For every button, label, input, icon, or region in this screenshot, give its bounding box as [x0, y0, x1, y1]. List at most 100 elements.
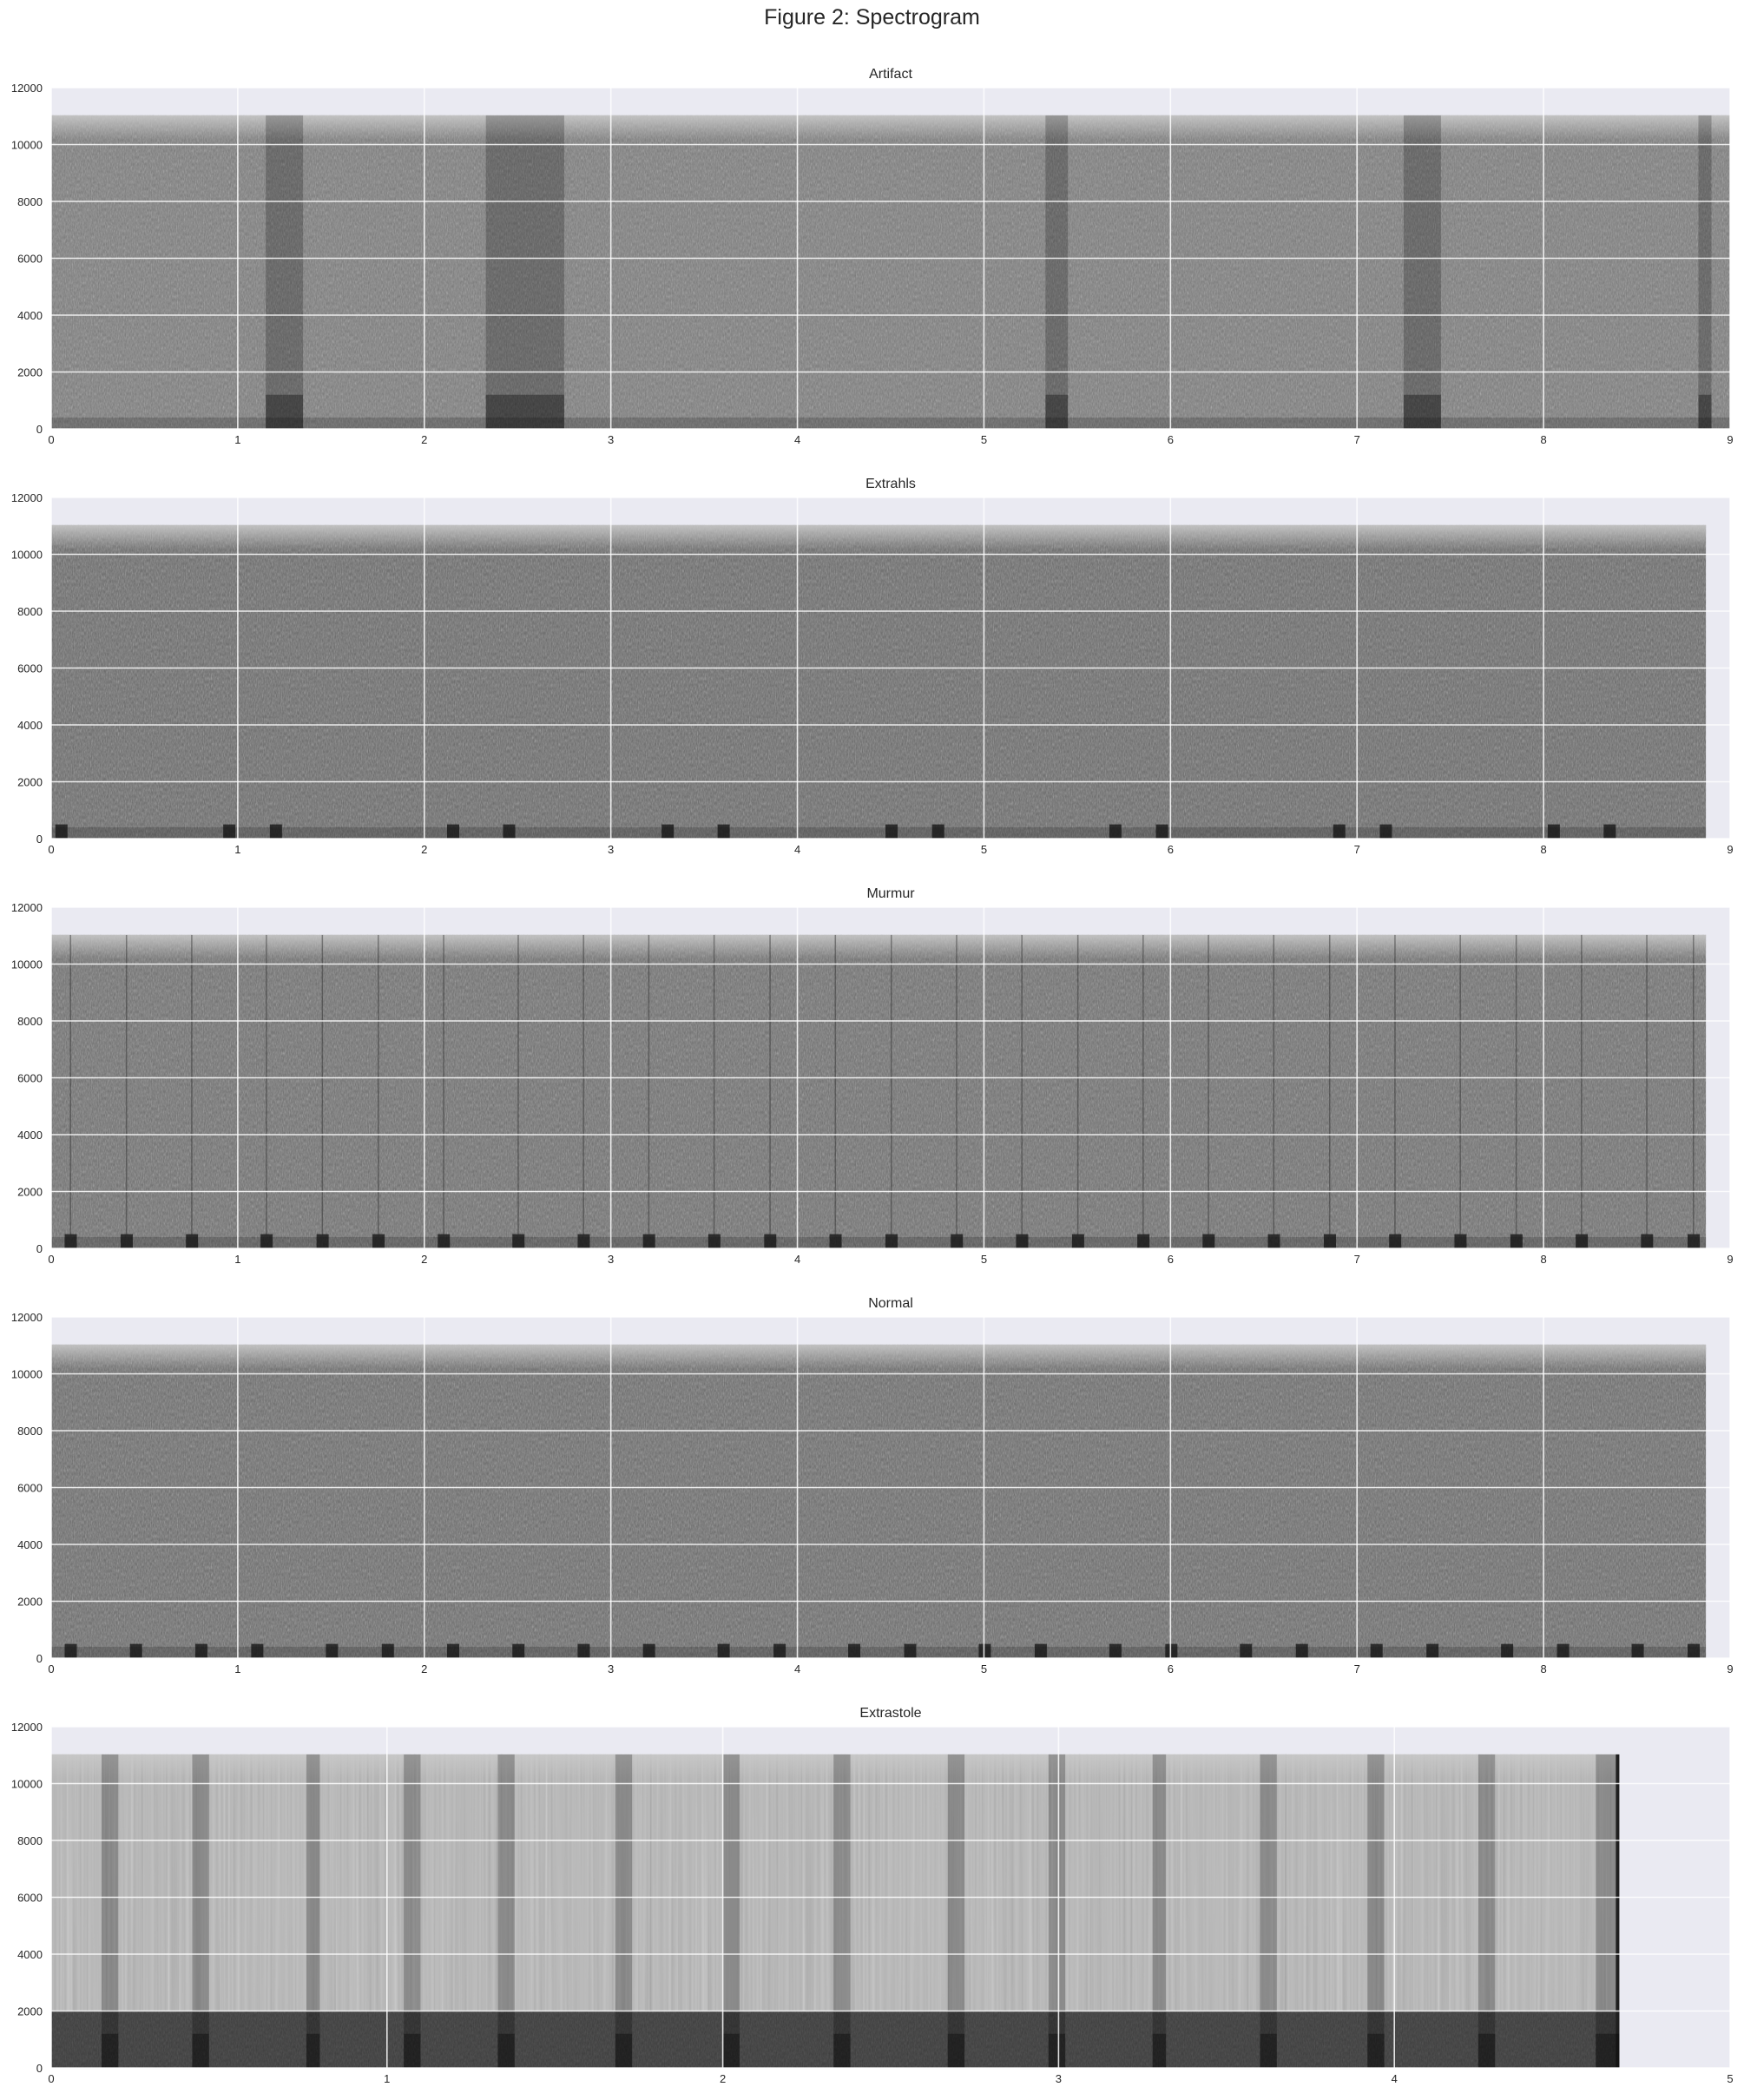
beat-stripe: [69, 934, 71, 1248]
x-tick-label: 2: [421, 843, 427, 856]
beat-mark: [1137, 1234, 1150, 1248]
x-tick-label: 6: [1168, 1253, 1174, 1266]
dark-band-low: [833, 2033, 851, 2068]
x-tick-label: 4: [1392, 2072, 1398, 2085]
y-tick-label: 8000: [17, 605, 43, 618]
spectrogram-top-fade: [51, 524, 1707, 550]
beat-stripe: [443, 934, 444, 1248]
beat-stripe: [1273, 934, 1275, 1248]
x-tick-label: 7: [1354, 1662, 1360, 1675]
beat-mark: [1641, 1234, 1654, 1248]
x-tick-label: 6: [1168, 1662, 1174, 1675]
y-tick-label: 8000: [17, 1425, 43, 1438]
beat-mark: [642, 1643, 655, 1658]
y-tick-label: 10000: [11, 549, 43, 562]
beat-mark: [1510, 1234, 1523, 1248]
panel-murmur: 0 1 2 3 4 5 6 7 8 9 0 2000 4000 6000 8000 10000 12000: [11, 901, 1734, 1266]
x-tick-label: 2: [720, 2072, 726, 2085]
dark-band-low: [404, 2033, 421, 2068]
beat-stripe: [125, 934, 128, 1248]
y-tick-label: 10000: [11, 139, 43, 152]
x-tick-label: 0: [48, 1253, 54, 1266]
dark-band: [833, 1754, 851, 2068]
y-tick-label: 10000: [11, 1368, 43, 1381]
beat-mark: [512, 1234, 525, 1248]
x-tick-label: 5: [981, 433, 987, 446]
beat-stripe: [1076, 934, 1079, 1248]
spectrogram-image: [51, 524, 1707, 839]
dark-band-low: [1045, 394, 1069, 429]
beat-mark: [64, 1643, 77, 1658]
y-tick-label: 6000: [17, 1482, 43, 1495]
y-tick-label: 0: [36, 423, 43, 436]
dark-band-low: [1698, 394, 1712, 429]
dark-band-low: [1260, 2033, 1277, 2068]
beat-stripe: [1142, 934, 1144, 1248]
beat-mark: [1426, 1643, 1439, 1658]
dark-band: [306, 1754, 320, 2068]
spectrogram-texture: [51, 934, 1707, 1248]
beat-mark: [1370, 1643, 1383, 1658]
beat-mark: [764, 1234, 777, 1248]
beat-mark: [1071, 1234, 1084, 1248]
dark-band: [1596, 1754, 1620, 2068]
beat-mark: [661, 824, 675, 839]
beat-mark: [1688, 1643, 1701, 1658]
x-tick-label: 7: [1354, 1253, 1360, 1266]
beat-mark: [1603, 824, 1616, 839]
beat-stripe: [713, 934, 715, 1248]
beat-mark: [577, 1643, 590, 1658]
beat-mark: [512, 1643, 525, 1658]
y-tick-label: 8000: [17, 1015, 43, 1028]
beat-mark: [904, 1643, 917, 1658]
beat-mark: [1323, 1234, 1336, 1248]
spectrogram-image: [51, 115, 1730, 429]
x-tick-label: 1: [234, 1662, 240, 1675]
beat-mark: [1109, 1643, 1122, 1658]
x-tick-label: 3: [608, 1662, 614, 1675]
x-tick-label: 4: [794, 1253, 800, 1266]
beat-mark: [1155, 824, 1168, 839]
panel-title-artifact: Artifact: [869, 67, 912, 82]
low-frequency-band: [51, 826, 1707, 839]
beat-mark: [1556, 1643, 1570, 1658]
beat-mark: [438, 1234, 451, 1248]
dark-band: [1260, 1754, 1277, 2068]
dark-band: [1045, 115, 1069, 429]
dark-band: [485, 115, 564, 429]
x-tick-label: 3: [608, 433, 614, 446]
y-tick-label: 4000: [17, 719, 43, 732]
beat-mark: [885, 824, 898, 839]
beat-mark: [223, 824, 236, 839]
x-tick-label: 1: [234, 843, 240, 856]
beat-mark: [1333, 824, 1346, 839]
y-tick-label: 2000: [17, 2005, 43, 2018]
y-tick-label: 10000: [11, 1778, 43, 1791]
beat-mark: [1631, 1643, 1644, 1658]
beat-mark: [951, 1234, 964, 1248]
panel-title-normal: Normal: [868, 1296, 913, 1311]
beat-mark: [372, 1234, 385, 1248]
beat-mark: [64, 1234, 77, 1248]
beat-mark: [642, 1234, 655, 1248]
beat-stripe: [1021, 934, 1023, 1248]
dark-band-low: [306, 2033, 320, 2068]
x-tick-label: 5: [1727, 2072, 1733, 2085]
beat-mark: [1454, 1234, 1467, 1248]
x-tick-label: 4: [794, 433, 800, 446]
x-tick-label: 0: [48, 1662, 54, 1675]
spectrogram-image: [51, 934, 1707, 1248]
beat-mark: [326, 1643, 339, 1658]
beat-mark: [931, 824, 944, 839]
x-tick-label: 3: [608, 843, 614, 856]
beat-mark: [848, 1643, 861, 1658]
beat-stripe: [769, 934, 771, 1248]
beat-mark: [120, 1234, 133, 1248]
beat-mark: [1240, 1643, 1253, 1658]
beat-mark: [447, 1643, 460, 1658]
dark-band-low: [1048, 2033, 1066, 2068]
panel-title-extrastole: Extrastole: [859, 1706, 922, 1721]
x-tick-label: 0: [48, 433, 54, 446]
dark-band: [1048, 1754, 1066, 2068]
spectrogram-image: [51, 1344, 1707, 1658]
